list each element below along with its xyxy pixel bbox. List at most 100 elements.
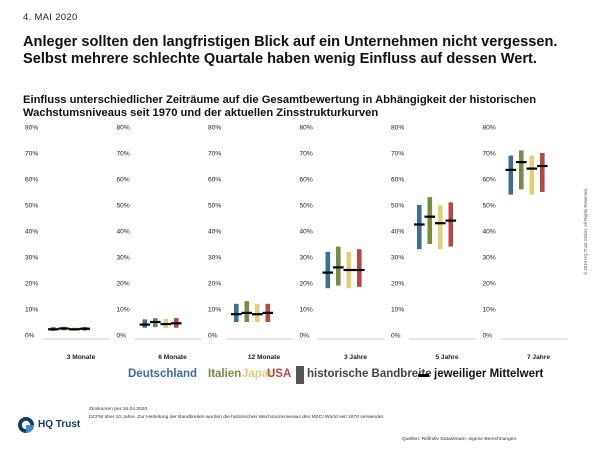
y-tick-label: 30%: [391, 254, 404, 261]
y-tick-label: 60%: [25, 176, 38, 183]
mean-marker: [160, 322, 172, 326]
legend-usa: USA: [267, 368, 292, 380]
y-tick-label: 10%: [25, 306, 38, 313]
copyright-note: © 2019 HQ Trust GmbH; All Rights Reserve…: [583, 188, 588, 275]
x-category-label: 6 Monate: [158, 354, 187, 361]
y-tick-label: 70%: [25, 150, 38, 157]
legend-mean-swatch: [418, 374, 429, 377]
y-tick-label: 0%: [208, 332, 218, 339]
y-tick-label: 30%: [300, 254, 313, 261]
y-tick-label: 30%: [117, 254, 130, 261]
headline-line-1: Anleger sollten den langfristigen Blick …: [23, 34, 558, 50]
y-tick-label: 50%: [25, 202, 38, 209]
range-bar: [438, 205, 443, 250]
footnote-1: Zinskurven per 16.04.2020: [89, 407, 148, 412]
sources-note: Quellen: Refinitiv Datastream, eigene Be…: [402, 437, 518, 442]
y-tick-label: 50%: [483, 202, 496, 209]
mean-marker: [333, 266, 344, 269]
y-tick-label: 20%: [391, 280, 404, 287]
y-tick-label: 60%: [300, 176, 313, 183]
y-tick-label: 50%: [391, 202, 404, 209]
mean-marker: [516, 161, 527, 164]
y-tick-label: 80%: [391, 124, 404, 131]
y-tick-label: 70%: [391, 150, 404, 157]
x-category-label: 12 Monate: [248, 354, 281, 361]
footnote-2: DCFM über 10 Jahre. Zur Herleitung der B…: [89, 414, 385, 420]
y-tick-label: 80%: [483, 124, 496, 131]
mean-marker: [537, 164, 548, 168]
y-tick-label: 10%: [391, 306, 404, 313]
range-bar: [519, 150, 524, 190]
range-bar: [325, 251, 331, 289]
mean-marker: [231, 313, 242, 316]
y-tick-label: 30%: [208, 254, 221, 261]
legend-range-swatch: [296, 366, 304, 384]
y-tick-label: 10%: [483, 306, 496, 313]
y-tick-label: 0%: [25, 332, 35, 339]
mean-marker: [424, 215, 436, 218]
range-bar: [234, 303, 239, 322]
y-tick-label: 60%: [391, 176, 404, 183]
range-bar: [508, 155, 514, 195]
mean-marker: [322, 271, 334, 274]
y-tick-label: 20%: [300, 280, 313, 287]
y-tick-label: 20%: [25, 280, 38, 287]
y-tick-label: 60%: [117, 176, 130, 183]
report-date: 4. MAI 2020: [23, 12, 78, 23]
chart-legend: Deutschland Italien Japan USA historisch…: [0, 366, 600, 384]
mean-marker: [171, 322, 182, 325]
y-tick-label: 20%: [117, 280, 130, 287]
y-tick-label: 0%: [117, 332, 127, 339]
legend-italien: Italien: [208, 368, 242, 380]
range-bar: [244, 301, 250, 322]
mean-marker: [58, 327, 70, 330]
y-tick-label: 80%: [208, 124, 221, 131]
legend-range-label: historische Bandbreite: [307, 368, 432, 380]
hq-trust-logo-icon: [18, 417, 34, 433]
y-tick-label: 50%: [208, 202, 221, 209]
y-tick-label: 40%: [300, 228, 313, 235]
range-bar: [529, 155, 535, 195]
y-tick-label: 80%: [300, 124, 313, 131]
y-tick-label: 0%: [483, 332, 493, 339]
y-tick-label: 40%: [208, 228, 221, 235]
y-tick-label: 0%: [391, 332, 401, 339]
legend-japan: Japan: [242, 368, 276, 380]
range-bar: [448, 202, 454, 247]
range-bar: [427, 197, 433, 244]
mean-marker: [241, 311, 253, 314]
y-tick-label: 40%: [483, 228, 496, 235]
y-tick-label: 70%: [483, 150, 496, 157]
y-tick-label: 10%: [208, 306, 221, 313]
y-tick-label: 10%: [300, 306, 313, 313]
y-tick-label: 30%: [25, 254, 38, 261]
y-tick-label: 60%: [483, 176, 496, 183]
y-tick-label: 20%: [483, 280, 496, 287]
x-category-label: 3 Monate: [67, 354, 96, 361]
y-tick-label: 0%: [300, 332, 310, 339]
range-chart: 0% 10% 20% 30% 40% 50% 60% 70% 80% 3 Monate 0% 10% 2…: [25, 124, 568, 361]
y-tick-label: 40%: [25, 228, 38, 235]
x-category-label: 5 Jahre: [435, 354, 458, 361]
mean-marker: [262, 311, 274, 314]
y-tick-label: 70%: [117, 150, 130, 157]
range-bar: [540, 153, 545, 192]
mean-marker: [252, 313, 263, 316]
range-bar: [417, 205, 422, 250]
mean-marker: [445, 219, 457, 222]
y-tick-label: 40%: [117, 228, 130, 235]
range-bar: [336, 246, 341, 286]
hq-trust-logo: HQ Trust: [17, 416, 87, 436]
mean-marker: [79, 327, 91, 330]
y-tick-label: 70%: [300, 150, 313, 157]
legend-mean-label: jeweiliger Mittelwert: [434, 368, 544, 380]
y-tick-label: 80%: [25, 124, 38, 131]
legend-deutschland: Deutschland: [128, 368, 198, 380]
y-tick-label: 50%: [300, 202, 313, 209]
mean-marker: [139, 323, 151, 326]
headline-line-2: Selbst mehrere schlechte Quartale haben …: [23, 51, 537, 67]
mean-marker: [48, 328, 59, 331]
y-tick-label: 20%: [208, 280, 221, 287]
y-tick-label: 10%: [117, 306, 130, 313]
y-tick-label: 80%: [117, 124, 130, 131]
